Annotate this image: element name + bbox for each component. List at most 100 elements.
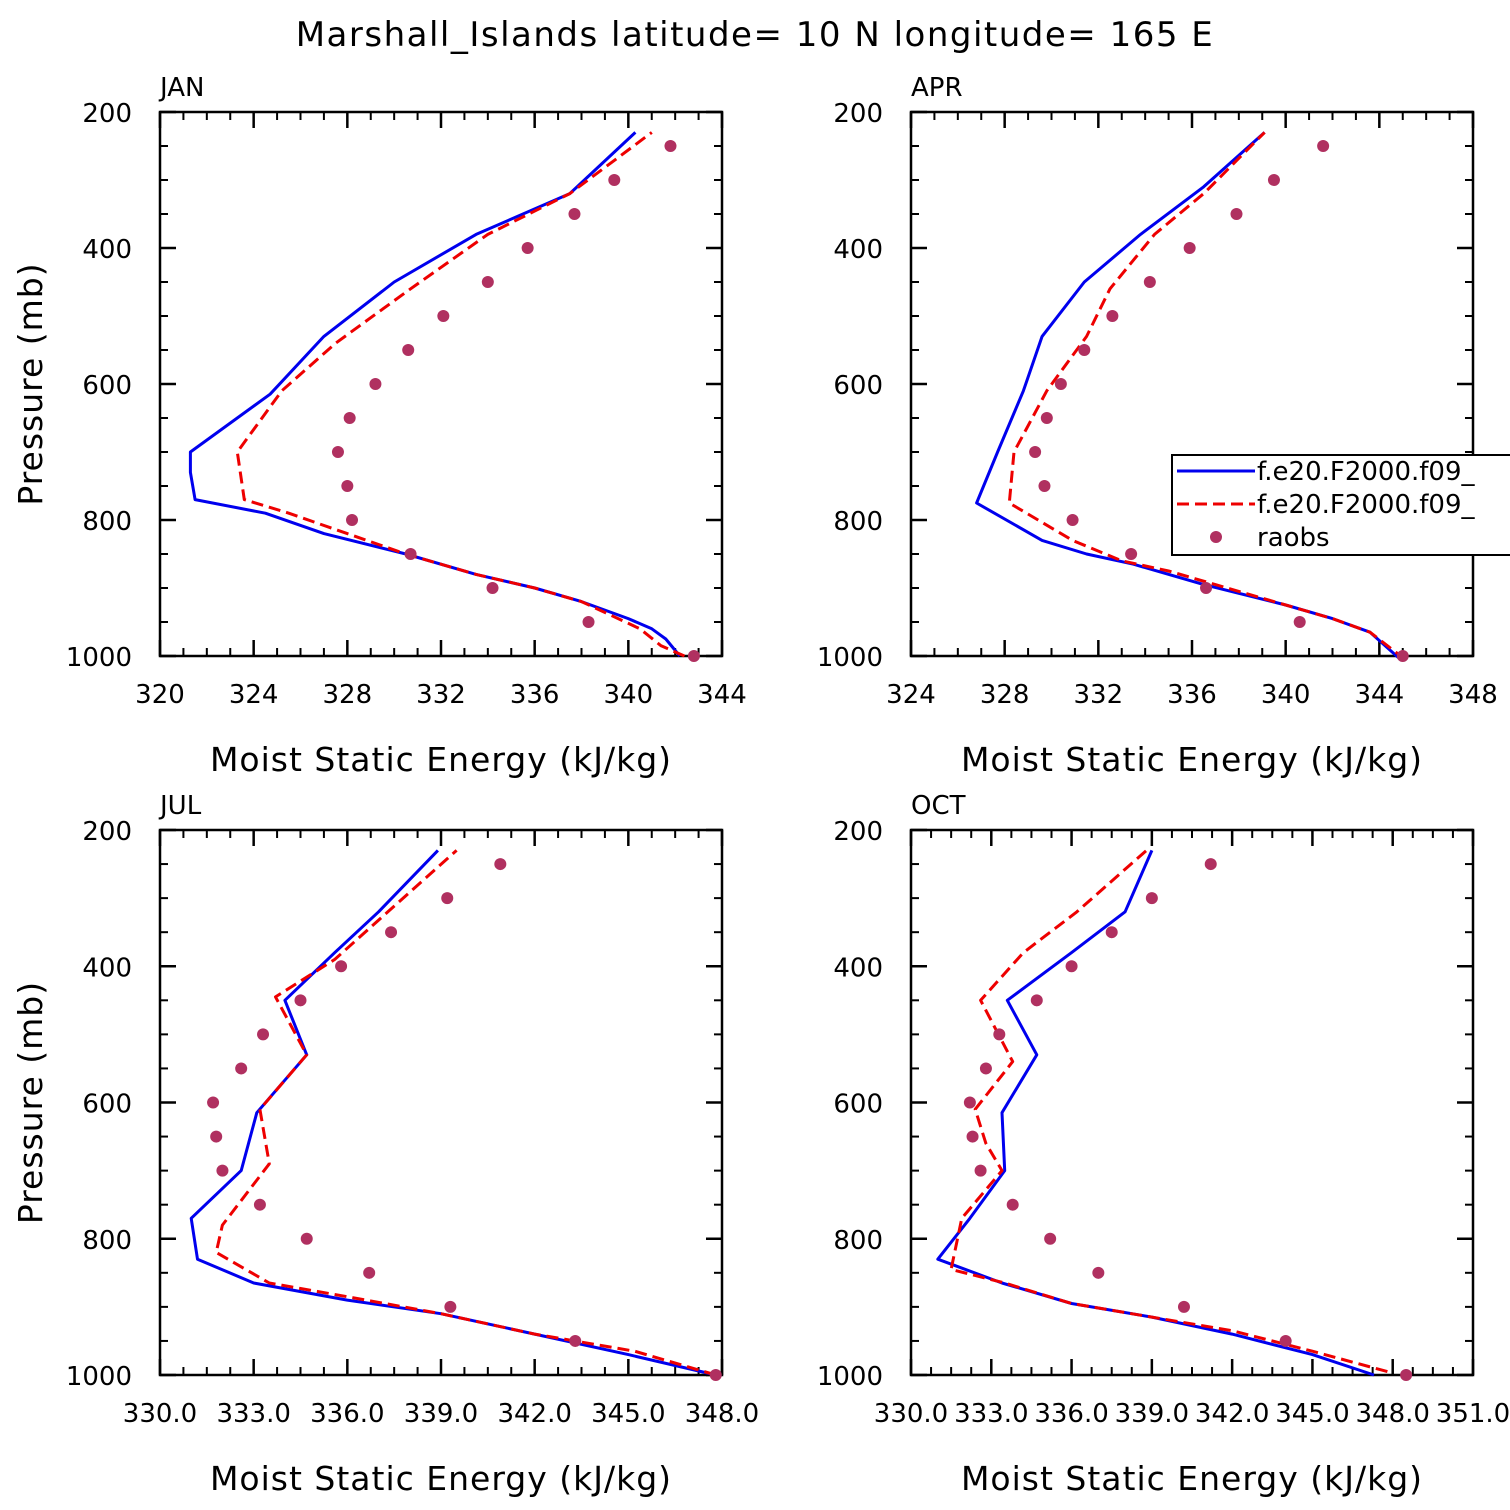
x-tick-label: 336.0	[1034, 1399, 1108, 1429]
x-tick-label: 320	[135, 680, 185, 710]
plot-frame	[909, 110, 1475, 658]
panels: 320 324 328 332 336 340 344 200 400 600 800 1000 JAN…	[11, 73, 1510, 1498]
x-tick-label: 336	[510, 680, 560, 710]
raobs-point	[1029, 446, 1042, 458]
raobs-point	[979, 1062, 992, 1075]
raobs-point	[207, 1096, 220, 1109]
y-tick-label: 400	[833, 953, 883, 983]
figure-title: Marshall_Islands latitude= 10 N longitud…	[296, 15, 1215, 55]
y-axis-title: Pressure (mb)	[11, 262, 50, 505]
raobs-point	[1317, 140, 1330, 152]
y-tick-label: 800	[82, 507, 132, 537]
raobs-point	[582, 616, 595, 628]
x-tick-label: 328	[323, 680, 373, 710]
x-axis-title: Moist Static Energy (kJ/kg)	[961, 740, 1423, 779]
panel-title: APR	[911, 73, 963, 103]
raobs-point	[1092, 1266, 1105, 1279]
raobs-point	[687, 650, 700, 662]
raobs-point	[1200, 582, 1213, 594]
y-tick-label: 600	[82, 1090, 132, 1120]
x-axis-title: Moist Static Energy (kJ/kg)	[961, 1459, 1423, 1498]
raobs-point	[1145, 892, 1158, 905]
y-tick-label: 400	[82, 235, 132, 265]
x-tick-label: 345.0	[591, 1399, 665, 1429]
raobs-point	[993, 1028, 1006, 1041]
raobs-point	[481, 276, 494, 288]
raobs-point	[486, 582, 499, 594]
raobs-point	[441, 892, 454, 905]
raobs-point	[253, 1198, 266, 1211]
raobs-point	[341, 480, 354, 492]
raobs-point	[1267, 174, 1280, 186]
raobs-point	[1038, 480, 1051, 492]
x-tick-label: 348	[1448, 680, 1498, 710]
raobs-point	[1065, 960, 1078, 973]
raobs-point	[1044, 1232, 1057, 1245]
raobs-point	[335, 960, 348, 973]
raobs-point	[1078, 344, 1091, 356]
raobs-point	[494, 858, 507, 871]
raobs-point	[1054, 378, 1067, 390]
series-line-solid	[188, 131, 681, 657]
x-tick-label: 332	[416, 680, 466, 710]
y-tick-label: 200	[833, 817, 883, 847]
y-tick-label: 400	[833, 235, 883, 265]
x-tick-label: 339.0	[1115, 1399, 1189, 1429]
y-tick-label: 400	[82, 953, 132, 983]
y-tick-label: 800	[833, 1226, 883, 1256]
raobs-point	[343, 412, 356, 424]
raobs-point	[709, 1369, 722, 1381]
x-tick-label: 330.0	[123, 1399, 197, 1429]
raobs-point	[1396, 650, 1409, 662]
raobs-point	[1105, 926, 1118, 939]
raobs-point	[369, 378, 382, 390]
plot-frame	[909, 828, 1475, 1377]
raobs-point	[974, 1164, 987, 1177]
raobs-point	[294, 994, 307, 1007]
raobs-point	[1125, 548, 1138, 560]
y-tick-label: 1000	[66, 1362, 132, 1392]
legend-label: raobs	[1257, 523, 1330, 553]
panel-jan: 320 324 328 332 336 340 344 200 400 600 800 1000 JAN…	[11, 73, 747, 779]
raobs-point	[331, 446, 344, 458]
raobs-point	[1030, 994, 1043, 1007]
series-line-dashed	[949, 849, 1388, 1374]
x-tick-label: 340	[604, 680, 654, 710]
x-tick-label: 332	[1074, 680, 1124, 710]
x-tick-label: 344	[697, 680, 747, 710]
raobs-point	[235, 1062, 248, 1075]
raobs-point	[569, 1334, 582, 1347]
x-tick-label: 351.0	[1436, 1399, 1510, 1429]
legend-label: f.e20.F2000.f09_	[1257, 457, 1475, 487]
raobs-point	[963, 1096, 976, 1109]
raobs-point	[404, 548, 417, 560]
y-tick-label: 600	[82, 371, 132, 401]
panel-oct: 330.0 333.0 336.0 339.0 342.0 345.0 348.0 351.0…	[817, 791, 1510, 1498]
y-tick-label: 200	[82, 99, 132, 129]
legend: f.e20.F2000.f09_f.e20.F2000.f09_raobs	[1171, 454, 1510, 556]
series-line-dashed	[1007, 131, 1407, 661]
x-tick-label: 348.0	[685, 1399, 759, 1429]
raobs-point	[521, 242, 534, 254]
y-tick-label: 600	[833, 1090, 883, 1120]
legend-marker-dot	[1210, 531, 1222, 543]
raobs-point	[437, 310, 450, 322]
raobs-point	[664, 140, 677, 152]
x-tick-label: 342.0	[1195, 1399, 1269, 1429]
raobs-point	[1230, 208, 1243, 220]
raobs-point	[1066, 514, 1079, 526]
x-tick-label: 324	[886, 680, 936, 710]
raobs-point	[1040, 412, 1053, 424]
x-tick-label: 345.0	[1275, 1399, 1349, 1429]
y-tick-label: 200	[82, 817, 132, 847]
series-line-dashed	[235, 131, 686, 658]
plot-frame	[158, 828, 724, 1377]
raobs-point	[257, 1028, 270, 1041]
raobs-point	[346, 514, 359, 526]
raobs-point	[216, 1164, 229, 1177]
plot-frame	[158, 110, 724, 658]
raobs-point	[1006, 1198, 1019, 1211]
raobs-point	[385, 926, 398, 939]
x-tick-label: 330.0	[874, 1399, 948, 1429]
